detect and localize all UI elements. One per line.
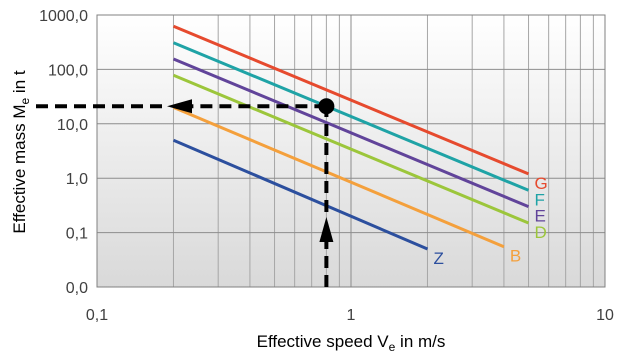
x-tick-label: 1 bbox=[347, 307, 356, 324]
y-axis-title: Effective mass Me in t bbox=[10, 70, 32, 233]
y-tick-label: 0,1 bbox=[66, 226, 88, 243]
x-axis-title: Effective speed Ve in m/s bbox=[257, 332, 446, 354]
reading-annotation bbox=[35, 98, 335, 287]
series-line-f bbox=[172, 41, 530, 192]
series-line-g bbox=[172, 24, 530, 176]
x-tick-labels: 0,1 1 10 bbox=[86, 307, 614, 324]
x-tick-label: 0,1 bbox=[86, 307, 108, 324]
series-label-d: D bbox=[535, 223, 547, 242]
series-label-f: F bbox=[535, 190, 545, 209]
series-label-z: Z bbox=[433, 249, 443, 268]
y-tick-label: 100,0 bbox=[48, 62, 88, 79]
y-tick-label: 10,0 bbox=[57, 117, 88, 134]
arrow-up-head bbox=[319, 217, 334, 242]
y-tick-label: 0,0 bbox=[66, 280, 88, 297]
series-label-g: G bbox=[535, 174, 548, 193]
y-tick-labels: 0,0 0,1 1,0 10,0 100,0 1000,0 bbox=[39, 8, 88, 297]
y-tick-label: 1000,0 bbox=[39, 8, 88, 25]
reading-point bbox=[318, 98, 335, 115]
series-line-b bbox=[172, 106, 505, 249]
x-tick-label: 10 bbox=[596, 307, 614, 324]
series-label-e: E bbox=[535, 207, 546, 226]
grid bbox=[97, 15, 605, 287]
series-line-e bbox=[172, 57, 530, 208]
y-tick-label: 1,0 bbox=[66, 171, 88, 188]
series-line-d bbox=[172, 73, 530, 225]
plot-border bbox=[96, 14, 606, 288]
series-lines bbox=[172, 24, 530, 251]
arrow-left-head bbox=[167, 99, 192, 114]
series-line-z bbox=[172, 138, 429, 251]
series-label-b: B bbox=[510, 247, 521, 266]
